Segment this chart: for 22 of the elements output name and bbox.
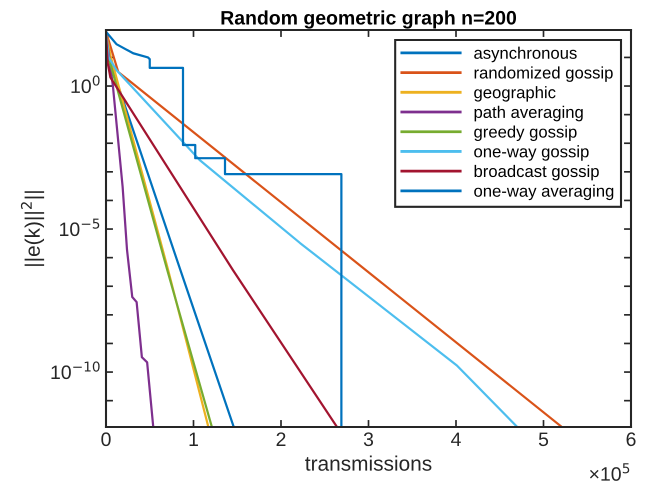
legend-label: randomized gossip	[474, 66, 613, 82]
y-tick-label: 10$^{0}$	[72, 75, 100, 94]
x-tick-label: 6	[626, 432, 636, 446]
x-tick-label: 3	[364, 432, 374, 446]
chart-title: Random geometric graph n=200	[222, 10, 516, 29]
y-tick-label: 10$^{−10}$	[51, 361, 100, 380]
x-axis-title: transmissions	[305, 456, 432, 471]
legend-label: one-way gossip	[474, 145, 589, 161]
legend-label: broadcast gossip	[474, 164, 599, 180]
text: ×10$^{5}$	[590, 463, 630, 481]
legend-label: one-way averaging	[474, 184, 614, 200]
x-tick-label: 1	[190, 432, 198, 446]
x-tick-label: 0	[101, 432, 111, 446]
legend-label: path averaging	[474, 106, 583, 122]
x-tick-label: 5	[538, 432, 548, 446]
legend-label: greedy gossip	[474, 125, 577, 142]
legend-label: asynchronous	[474, 46, 577, 62]
x-tick-label: 4	[451, 432, 461, 446]
y-axis-title: ||e(k)||$^{2}$||	[20, 191, 44, 266]
x-tick-label: 2	[276, 432, 286, 446]
legend-label: geographic	[474, 86, 556, 102]
y-tick-label: 10$^{−5}$	[60, 218, 100, 236]
